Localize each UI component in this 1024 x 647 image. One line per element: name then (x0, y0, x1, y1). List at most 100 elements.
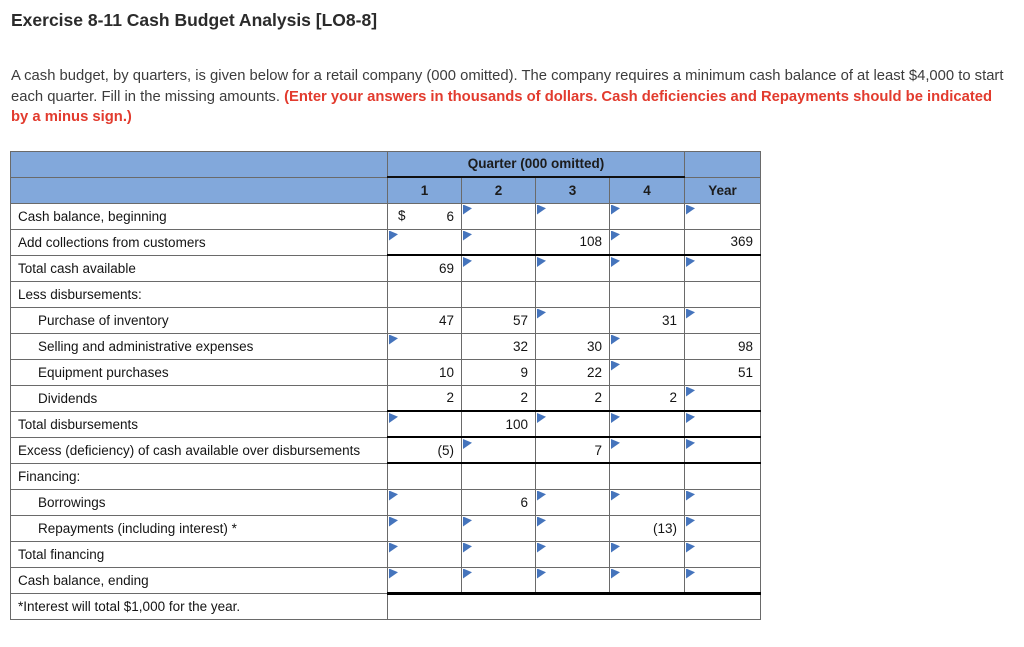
input-marker-icon (686, 516, 696, 527)
row-label: Total disbursements (10, 410, 388, 438)
input-marker-icon (537, 204, 546, 215)
input-marker-icon (389, 334, 398, 345)
input-marker-icon (611, 542, 620, 553)
input-cell[interactable] (684, 436, 762, 464)
input-marker-icon (537, 257, 546, 267)
input-cell[interactable] (684, 514, 762, 542)
table-row: Selling and administrative expenses 32 30 9… (10, 332, 762, 360)
column-header-q3: 3 (535, 176, 610, 204)
input-cell[interactable] (535, 306, 610, 334)
row-label: Repayments (including interest) * (10, 514, 388, 542)
value-cell: 10 (387, 358, 462, 386)
input-cell[interactable] (535, 488, 610, 516)
input-marker-icon (463, 439, 472, 449)
input-cell[interactable] (608, 540, 686, 568)
input-cell[interactable] (684, 254, 762, 282)
input-cell[interactable] (684, 410, 762, 438)
table-row: Add collections from customers 108 369 (10, 228, 762, 256)
cash-budget-table: Quarter (000 omitted) 1 2 3 4 Year Cash bala… (10, 150, 762, 620)
input-marker-icon (686, 542, 696, 553)
cell-value: 2 (520, 390, 528, 406)
input-marker-icon (686, 386, 696, 397)
input-cell[interactable] (608, 254, 686, 282)
input-cell[interactable] (461, 228, 536, 256)
cell-value: 7 (594, 442, 602, 458)
input-cell[interactable] (684, 540, 762, 568)
input-cell[interactable] (535, 566, 610, 595)
input-marker-icon (686, 568, 696, 579)
cell-value: 2 (669, 390, 678, 406)
table-row: Excess (deficiency) of cash available ov… (10, 436, 762, 464)
label-column-header-spacer (10, 150, 388, 178)
value-cell: 108 (535, 228, 610, 256)
table-row: Total financing (10, 540, 762, 568)
cell-value: 9 (520, 364, 528, 380)
currency-symbol: $ (398, 207, 406, 223)
input-marker-icon (611, 334, 620, 345)
input-marker-icon (686, 490, 696, 501)
input-cell[interactable] (461, 436, 536, 464)
input-cell[interactable] (461, 202, 536, 230)
input-cell[interactable] (387, 228, 462, 256)
input-cell[interactable] (387, 410, 462, 438)
cell-value: 98 (738, 338, 754, 354)
input-marker-icon (463, 230, 472, 241)
input-cell[interactable] (535, 202, 610, 230)
input-cell[interactable] (684, 384, 762, 412)
input-cell[interactable] (535, 514, 610, 542)
input-cell[interactable] (461, 514, 536, 542)
input-marker-icon (463, 257, 472, 267)
row-label: Cash balance, ending (10, 566, 388, 594)
value-cell: 6 (461, 488, 536, 516)
input-cell[interactable] (387, 332, 462, 360)
input-cell[interactable] (684, 488, 762, 516)
input-cell[interactable] (535, 540, 610, 568)
cell-value: 108 (579, 234, 602, 250)
input-cell[interactable] (684, 306, 762, 334)
input-cell[interactable] (608, 228, 686, 256)
cell-value: 57 (512, 312, 528, 328)
empty-cell (535, 462, 610, 490)
cell-value: 369 (730, 234, 754, 250)
input-cell[interactable] (387, 514, 462, 542)
value-cell: 2 (461, 384, 536, 412)
input-cell[interactable] (608, 202, 686, 230)
input-marker-icon (537, 568, 546, 579)
input-cell[interactable] (387, 566, 462, 595)
value-cell: 69 (387, 254, 462, 282)
input-marker-icon (389, 516, 398, 527)
input-cell[interactable] (608, 410, 686, 438)
input-cell[interactable] (535, 254, 610, 282)
row-label: Borrowings (10, 488, 388, 516)
instructions-paragraph: A cash budget, by quarters, is given bel… (11, 66, 1013, 128)
cell-value: (13) (653, 520, 678, 536)
input-marker-icon (537, 516, 546, 527)
exercise-page: Exercise 8-11 Cash Budget Analysis [LO8-… (10, 10, 1013, 620)
value-cell: 7 (535, 436, 610, 464)
input-cell[interactable] (608, 488, 686, 516)
input-cell[interactable] (461, 254, 536, 282)
input-cell[interactable] (608, 566, 686, 595)
empty-cell (608, 280, 686, 308)
value-cell: 2 (387, 384, 462, 412)
input-cell[interactable] (684, 202, 762, 230)
table-row: Dividends 2 2 2 2 (10, 384, 762, 412)
input-cell[interactable] (535, 410, 610, 438)
input-cell[interactable] (684, 566, 762, 595)
cell-value: 6 (520, 494, 528, 510)
input-cell[interactable] (608, 358, 686, 386)
value-cell: 100 (461, 410, 536, 438)
input-cell[interactable] (608, 436, 686, 464)
row-label: Equipment purchases (10, 358, 388, 386)
input-marker-icon (611, 413, 620, 423)
label-column-header (10, 176, 388, 204)
table-row: Purchase of inventory 47 57 31 (10, 306, 762, 334)
column-header-year: Year (684, 176, 762, 204)
input-cell[interactable] (387, 488, 462, 516)
input-cell[interactable] (461, 540, 536, 568)
empty-cell (461, 280, 536, 308)
input-cell[interactable] (461, 566, 536, 595)
input-cell[interactable] (387, 540, 462, 568)
empty-cell (535, 280, 610, 308)
input-cell[interactable] (608, 332, 686, 360)
